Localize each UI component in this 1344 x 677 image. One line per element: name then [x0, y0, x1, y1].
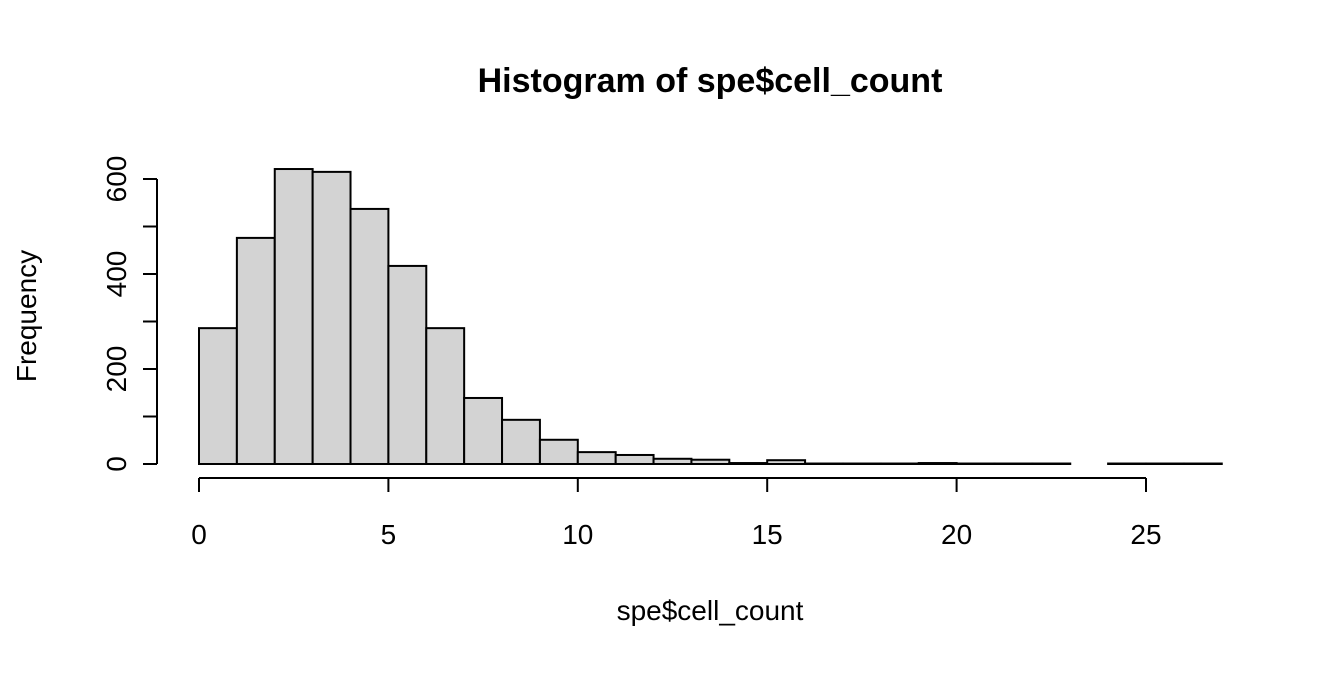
histogram-bar — [654, 459, 692, 464]
x-tick-label: 20 — [941, 519, 972, 550]
histogram-bar — [426, 328, 464, 464]
histogram-bar — [729, 463, 767, 464]
x-tick-label: 15 — [752, 519, 783, 550]
histogram-bar — [199, 328, 237, 464]
histogram-bar — [616, 455, 654, 464]
histogram-bar — [691, 460, 729, 464]
y-tick-label: 600 — [101, 156, 132, 203]
histogram-bar — [502, 420, 540, 464]
y-tick-label: 0 — [101, 456, 132, 472]
x-tick-label: 25 — [1130, 519, 1161, 550]
histogram-bar — [464, 398, 502, 464]
histogram-bar — [919, 463, 957, 464]
x-tick-label: 10 — [562, 519, 593, 550]
histogram-bar — [767, 460, 805, 464]
y-tick-label: 200 — [101, 346, 132, 393]
x-tick-label: 0 — [191, 519, 207, 550]
histogram-bar — [237, 238, 275, 464]
chart-title: Histogram of spe$cell_count — [478, 62, 943, 100]
histogram-bar — [540, 440, 578, 464]
histogram-bar — [275, 169, 313, 464]
y-axis-label: Frequency — [11, 250, 42, 382]
histogram-bar — [388, 266, 426, 464]
y-tick-label: 400 — [101, 251, 132, 298]
histogram-bar — [578, 452, 616, 464]
histogram-bar — [351, 209, 389, 464]
x-tick-label: 5 — [381, 519, 397, 550]
x-axis-label: spe$cell_count — [617, 595, 804, 626]
histogram-bar — [313, 172, 351, 464]
